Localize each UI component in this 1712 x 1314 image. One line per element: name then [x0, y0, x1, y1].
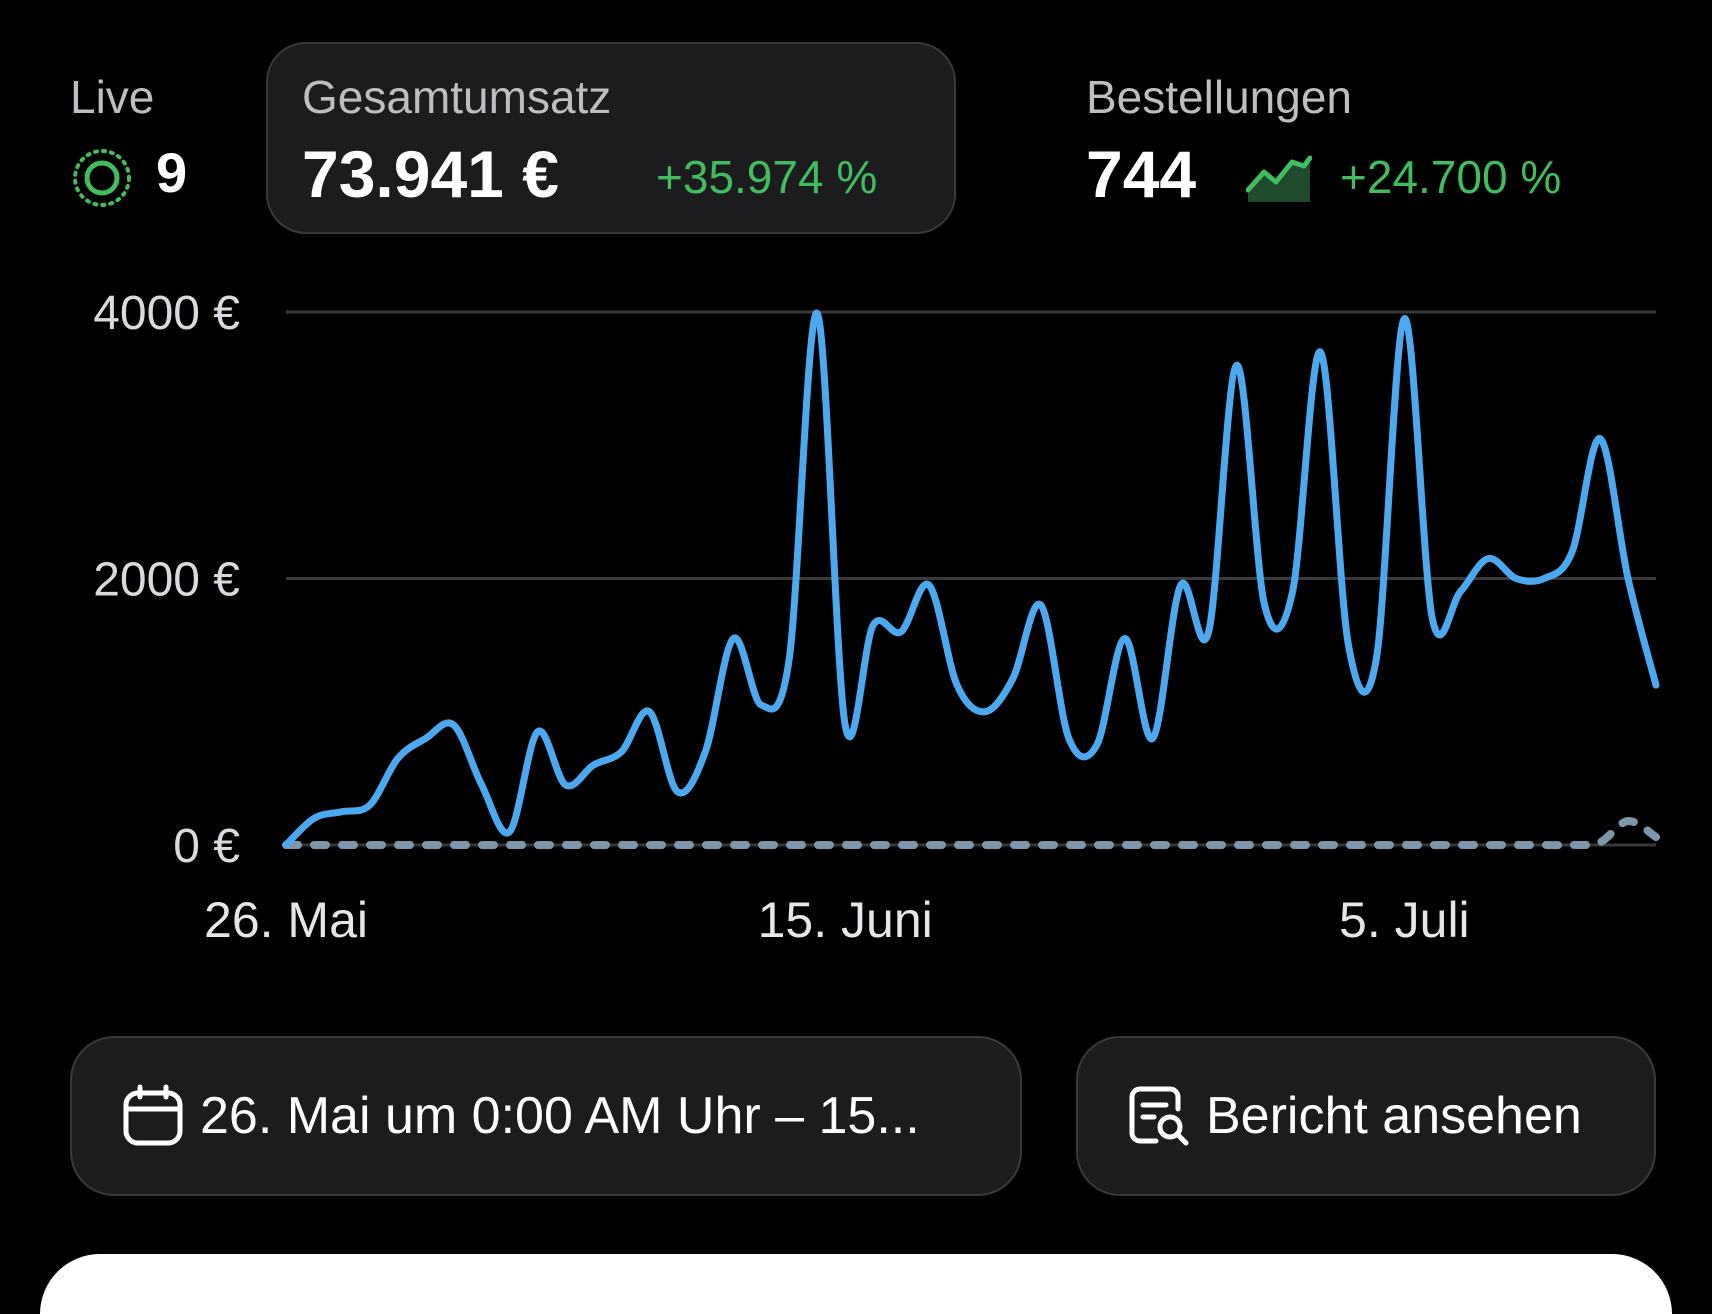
x-tick-label: 5. Juli: [1339, 892, 1470, 948]
y-tick-label: 4000 €: [93, 287, 240, 340]
y-axis-ticks: 0 € 2000 € 4000 €: [93, 287, 240, 873]
revenue-delta: +35.974 %: [656, 151, 878, 203]
orders-label[interactable]: Bestellungen: [1086, 71, 1352, 123]
bottom-sheet[interactable]: [40, 1254, 1672, 1314]
x-axis-ticks: 26. Mai 15. Juni 5. Juli: [204, 892, 1470, 948]
revenue-card[interactable]: [266, 42, 956, 234]
orders-delta: +24.700 %: [1340, 151, 1562, 203]
revenue-label: Gesamtumsatz: [302, 71, 612, 123]
revenue-series-line: [282, 309, 1660, 849]
y-tick-label: 0 €: [173, 820, 240, 873]
live-label: Live: [70, 71, 155, 123]
live-activity-icon: [73, 149, 131, 207]
view-report-label: Bericht ansehen: [1206, 1087, 1582, 1145]
calendar-icon: [123, 1084, 183, 1146]
orders-value[interactable]: 744: [1086, 137, 1197, 211]
live-count: 9: [156, 141, 188, 204]
chart-grid: [286, 310, 1656, 847]
y-tick-label: 2000 €: [93, 554, 240, 607]
date-range-button[interactable]: 26. Mai um 0:00 AM Uhr – 15...: [70, 1036, 1022, 1196]
report-search-icon: [1129, 1086, 1189, 1146]
revenue-value: 73.941 €: [302, 137, 559, 211]
x-tick-label: 26. Mai: [204, 892, 368, 948]
date-range-label: 26. Mai um 0:00 AM Uhr – 15...: [200, 1087, 920, 1145]
chart-series: [282, 309, 1660, 850]
comparison-series-line: [282, 817, 1660, 850]
x-tick-label: 15. Juni: [758, 892, 933, 948]
trend-up-icon: [1246, 155, 1312, 202]
view-report-button[interactable]: Bericht ansehen: [1076, 1036, 1656, 1196]
revenue-chart: 0 € 2000 € 4000 € 26. Mai 15. Juni 5. Juli: [93, 287, 1660, 948]
